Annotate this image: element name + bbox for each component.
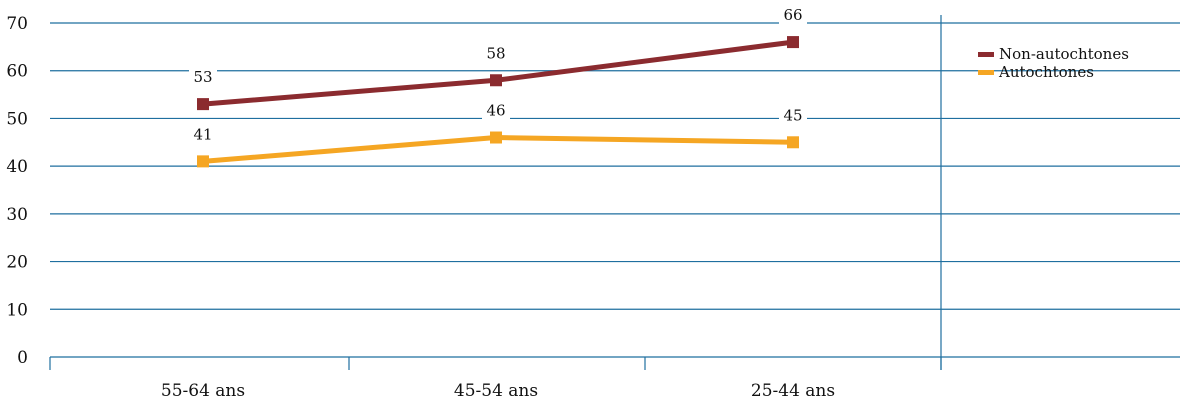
- data-label-bg: [482, 44, 510, 63]
- y-tick-label: 70: [6, 14, 28, 34]
- data-label-bg: [189, 125, 217, 144]
- y-tick-label: 50: [6, 109, 28, 129]
- y-tick-label: 10: [6, 300, 28, 320]
- series-0-point: [787, 36, 799, 49]
- data-label-bg: [189, 68, 217, 87]
- data-label: 53: [193, 68, 212, 86]
- y-tick-label: 60: [6, 62, 28, 82]
- legend-label-0: Non-autochtones: [999, 45, 1129, 63]
- x-tick-label: 45-54 ans: [454, 381, 538, 401]
- x-tick-label: 55-64 ans: [161, 381, 245, 401]
- y-tick-label: 0: [17, 348, 28, 368]
- legend-swatch-1: [978, 70, 994, 75]
- series-1-point: [197, 155, 209, 168]
- series-layer: [197, 36, 799, 168]
- series-1-point: [787, 136, 799, 149]
- data-label: 66: [783, 6, 802, 24]
- x-tick-label: 25-44 ans: [751, 381, 835, 401]
- axis-layer: 0 10 20 30 40 50 60 70 55-64 ans 45-54 ans 25-44 a…: [6, 14, 1180, 401]
- data-label-bg: [779, 106, 807, 125]
- series-1-point: [490, 131, 502, 144]
- y-tick-label: 40: [6, 157, 28, 177]
- series-0-point: [490, 74, 502, 87]
- data-label: 58: [486, 44, 505, 62]
- data-label-bg: [482, 101, 510, 120]
- legend-label-1: Autochtones: [998, 63, 1094, 81]
- data-label: 46: [486, 102, 505, 120]
- series-0-point: [197, 98, 209, 111]
- grid-layer: [50, 15, 1180, 370]
- label-layer: 53 58 66 41 46 45: [189, 6, 807, 144]
- legend-swatch-0: [978, 52, 994, 57]
- data-label: 45: [783, 106, 802, 124]
- y-tick-label: 30: [6, 205, 28, 225]
- data-label: 41: [193, 125, 212, 143]
- data-label-bg: [779, 6, 807, 25]
- y-tick-label: 20: [6, 253, 28, 273]
